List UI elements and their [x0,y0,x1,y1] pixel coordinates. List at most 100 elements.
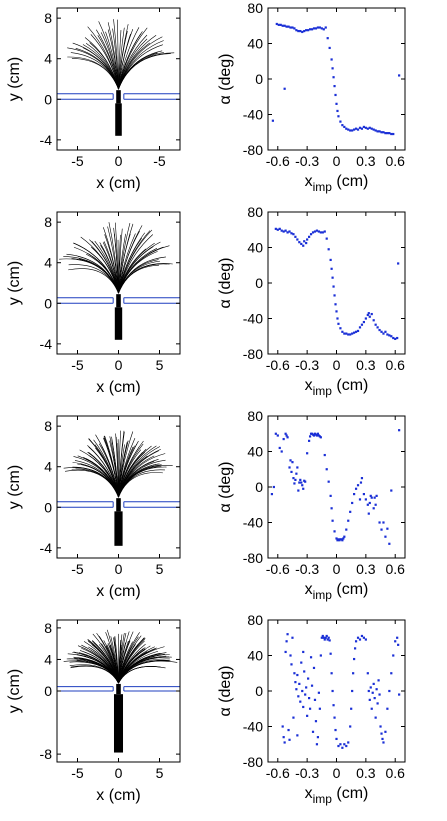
x-tick-label: -5 [71,765,84,781]
data-point [292,233,295,236]
data-point [347,519,350,522]
data-point [288,738,291,741]
y-tick-label: -80 [243,142,263,158]
data-point [327,480,330,483]
data-point [379,725,382,728]
data-point [313,230,317,233]
y-tick-label: 8 [44,418,52,434]
data-point [289,459,292,462]
trajectory-neck [116,498,121,512]
data-point [378,521,381,524]
data-point [314,720,318,723]
data-point [330,267,333,270]
y-tick-label: 0 [44,295,52,311]
data-point [306,238,309,241]
y-tick-label: -80 [243,346,263,362]
data-point [360,477,364,480]
data-point [301,484,304,487]
plot-content [271,22,401,136]
data-point [290,470,293,474]
data-point [337,115,340,118]
data-point [359,481,363,484]
x-axis-label: x (cm) [96,379,140,396]
trajectory-bundle [115,103,122,136]
data-point [287,25,290,28]
data-point [293,27,296,30]
data-point [290,663,293,666]
y-tick-label: 0 [255,275,263,291]
data-point [390,672,393,675]
data-point [336,317,339,320]
y-tick-label: 0 [44,91,52,107]
data-point [293,672,296,675]
data-point [274,227,277,230]
x-axis-label-subscript: imp [313,588,333,602]
data-point [291,26,294,29]
data-point [282,736,285,739]
data-point [347,741,350,744]
data-point [334,93,337,97]
data-point [377,679,380,682]
data-point [341,539,344,542]
data-point [329,494,332,497]
data-point [292,716,295,719]
x-tick-label: -5 [153,153,166,169]
data-point [388,689,391,693]
data-point [307,29,310,32]
data-point [349,129,352,132]
x-tick-label: 5 [156,357,164,373]
data-point [319,231,322,234]
x-axis-label-unit: (cm) [332,173,368,190]
data-point [370,127,373,130]
data-point [323,638,326,641]
axes-frame [267,7,406,151]
y-tick-label: 0 [44,683,52,699]
y-tick-label: 80 [247,0,263,16]
x-tick-label: 0 [333,153,341,169]
data-point [310,684,314,687]
trajectory-line [118,36,163,90]
data-point [364,126,367,129]
data-point [386,527,389,530]
angle-panel-3: -0.6 -0.3 0 0.3 0.6 -80 -40 0 40 80 α (deg) ximp (c… [217,408,406,602]
x-tick-label: 0 [115,561,123,577]
data-point [324,26,327,29]
y-tick-label: -40 [243,311,263,327]
data-point [366,313,369,317]
data-point [394,640,397,643]
x-tick-label: 0 [333,561,341,577]
trajectory-bundle [114,511,123,546]
data-point [351,689,354,693]
data-point [302,705,305,709]
data-point [337,744,340,748]
data-point [306,452,309,455]
data-point [278,227,281,230]
trajectory-panel-1: -5 0 -5 -4 0 4 8 y (cm) x (cm) [6,7,181,192]
x-axis-label: ximp (cm) [305,377,369,398]
data-point [283,87,286,90]
data-point [320,27,323,30]
data-point [331,67,334,70]
data-point [341,746,344,749]
data-point [299,700,302,703]
data-point [386,333,389,336]
data-point [353,128,356,131]
data-point [284,229,287,232]
trajectory-neck [116,90,121,104]
data-point [354,330,358,333]
data-point [305,686,308,689]
y-tick-label: 80 [247,408,263,424]
data-point [321,634,324,638]
data-point [284,650,287,654]
data-point [277,23,280,26]
data-point [374,323,377,326]
data-point [347,128,350,131]
data-point [339,743,342,746]
y-tick-label: 0 [255,479,263,495]
x-axis-label: x (cm) [96,175,140,192]
data-point [351,332,354,335]
data-point [294,235,297,238]
data-point [276,434,279,437]
trajectory-neck [116,294,121,308]
data-point [329,652,332,655]
